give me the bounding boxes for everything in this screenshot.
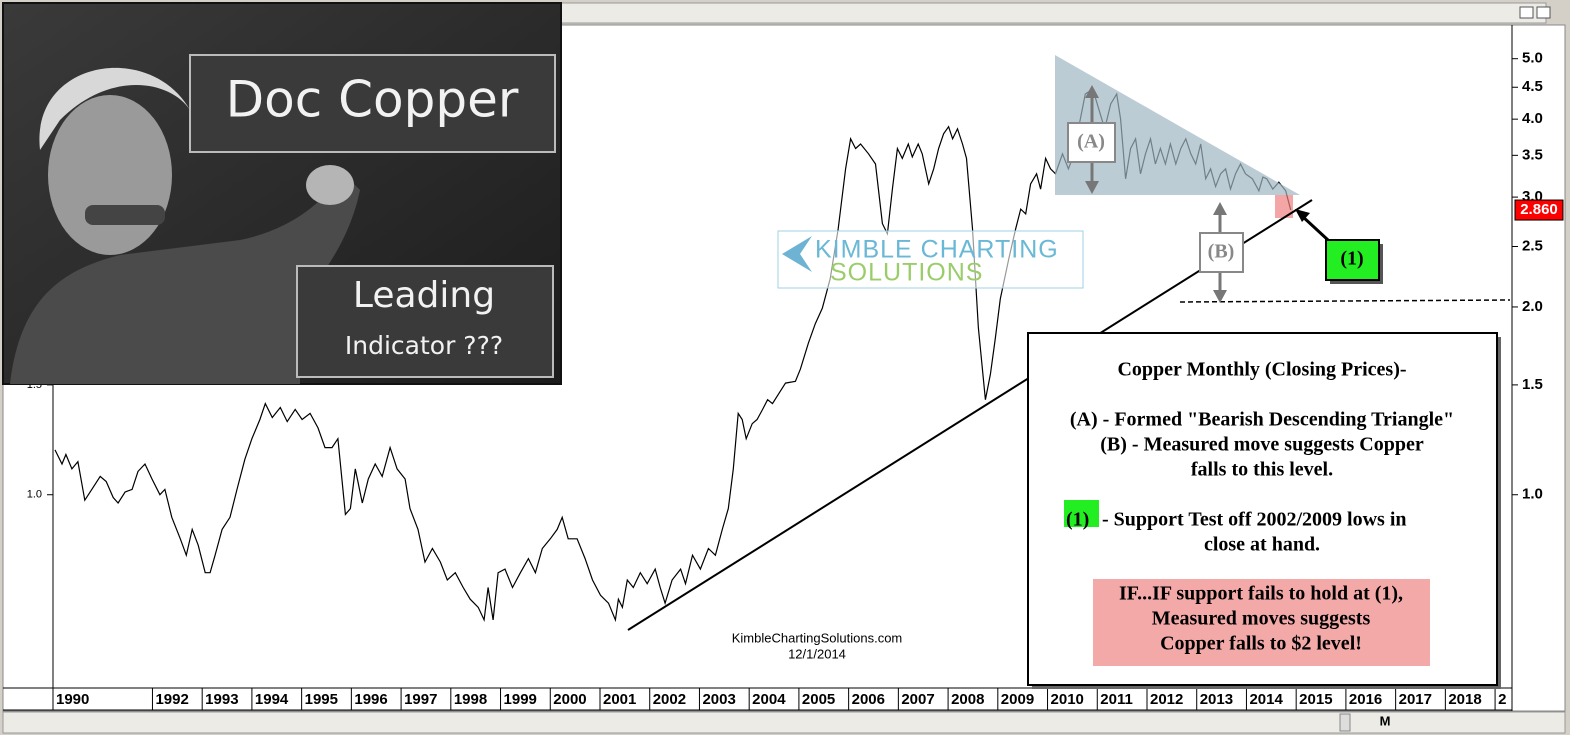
label-1-box: [1325, 239, 1380, 281]
x-tick-label: 1992: [155, 691, 188, 708]
y-tick-label: 1.5: [1522, 376, 1543, 393]
restore-button[interactable]: [1519, 6, 1534, 19]
x-tick-label: 2003: [702, 691, 735, 708]
note-1a: - Support Test off 2002/2009 lows in: [1097, 509, 1407, 531]
x-tick-label: 2012: [1150, 691, 1183, 708]
x-tick-label: 1990: [56, 691, 89, 708]
inset-sub1: Leading: [353, 275, 495, 316]
y-tick-label: 2.0: [1522, 298, 1543, 315]
x-tick-label: 2018: [1448, 691, 1481, 708]
x-tick-label: 2001: [603, 691, 636, 708]
x-tick-label: 2011: [1100, 691, 1133, 708]
source: KimbleChartingSolutions.com: [732, 630, 903, 645]
toolbar-m[interactable]: M: [1380, 713, 1391, 728]
left-y-tick-label: 1.0: [27, 489, 42, 501]
x-tick-label: 1993: [205, 691, 238, 708]
scrollbar[interactable]: [2, 711, 1566, 734]
warning-2: Measured moves suggests: [1152, 608, 1371, 630]
inset-title-box: [189, 54, 556, 153]
label-b-box: [1199, 232, 1244, 273]
x-tick-label: 2: [1498, 691, 1506, 708]
note-b2: falls to this level.: [1191, 459, 1333, 481]
x-tick-label: 2013: [1200, 691, 1233, 708]
note-b1: (B) - Measured move suggests Copper: [1100, 434, 1424, 456]
note-a: (A) - Formed "Bearish Descending Triangl…: [1070, 409, 1454, 431]
x-tick-label: 1999: [504, 691, 537, 708]
warning-3: Copper falls to $2 level!: [1160, 633, 1362, 655]
date: 12/1/2014: [788, 646, 846, 661]
logo-icon: [782, 236, 812, 272]
label-a: (A): [1077, 131, 1105, 153]
x-tick-label: 1994: [255, 691, 289, 708]
x-tick-label: 2008: [951, 691, 984, 708]
y-tick-label: 5.0: [1522, 50, 1543, 67]
y-tick-label: 2.5: [1522, 237, 1543, 254]
x-tick-label: 2004: [752, 691, 786, 708]
note-1-tag: (1): [1066, 509, 1089, 531]
x-tick-label: 1996: [354, 691, 387, 708]
logo-frame: [777, 230, 1084, 289]
x-tick-label: 2017: [1399, 691, 1432, 708]
breakdown-zone: [1275, 195, 1293, 218]
note-1b: close at hand.: [1204, 534, 1320, 556]
x-tick-label: 1997: [404, 691, 437, 708]
logo-line2: SOLUTIONS: [830, 259, 983, 287]
x-tick-label: 2016: [1349, 691, 1382, 708]
x-tick-label: 2014: [1249, 691, 1283, 708]
scroll-right[interactable]: [1339, 713, 1351, 732]
x-tick-label: 2000: [553, 691, 586, 708]
warning-box: [1093, 579, 1430, 666]
inset-title: Doc Copper: [226, 71, 519, 129]
x-tick-label: 2007: [901, 691, 934, 708]
label-b: (B): [1208, 241, 1235, 263]
last-value-box: [1514, 199, 1564, 221]
x-tick-label: 2015: [1299, 691, 1332, 708]
note-1-highlight: [1064, 500, 1099, 527]
x-tick-label: 1998: [454, 691, 487, 708]
descending-triangle: [1055, 55, 1300, 195]
x-tick-label: 2006: [852, 691, 885, 708]
inset-sub-box: [296, 265, 554, 378]
x-tick-label: 2010: [1051, 691, 1084, 708]
y-tick-label: 4.5: [1522, 78, 1543, 95]
logo-line1: KIMBLE CHARTING: [815, 236, 1059, 264]
close-button[interactable]: [1536, 6, 1551, 19]
x-tick-label: 2002: [653, 691, 686, 708]
x-tick-label: 2005: [802, 691, 835, 708]
x-tick-label: 1995: [305, 691, 338, 708]
x-tick-label: 2009: [1001, 691, 1034, 708]
inset-figure: [10, 67, 360, 384]
y-tick-label: 1.0: [1522, 486, 1543, 503]
arrow-1: [1295, 209, 1330, 242]
last-value-label: 2.860: [1520, 201, 1558, 218]
target-line: [1179, 299, 1511, 303]
note-title: Copper Monthly (Closing Prices)-: [1117, 359, 1406, 381]
warning-1: IF...IF support fails to hold at (1),: [1119, 583, 1403, 605]
title-bar: [559, 2, 1547, 24]
inset-sub2: Indicator ???: [345, 331, 503, 360]
label-1: (1): [1340, 248, 1363, 270]
label-a-box: [1067, 122, 1116, 163]
y-tick-label: 4.0: [1522, 110, 1543, 127]
y-tick-label: 3.5: [1522, 146, 1543, 163]
support-line: [627, 199, 1313, 631]
